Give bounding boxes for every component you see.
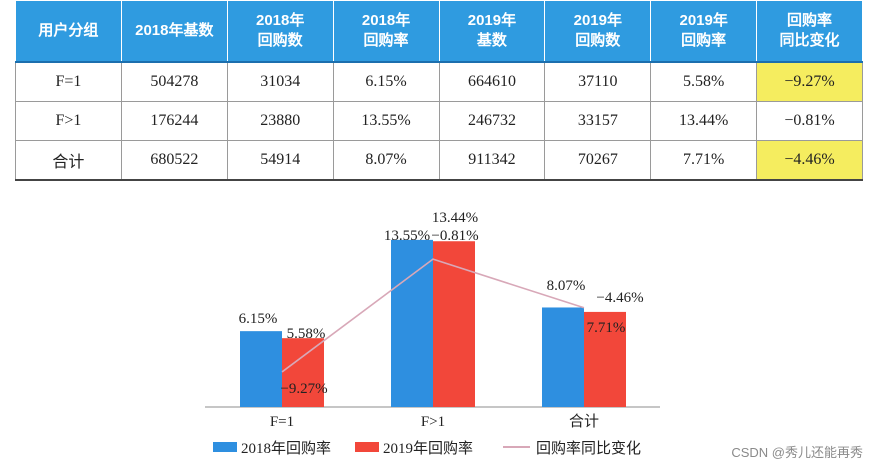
table-cell: 31034 <box>226 62 334 102</box>
legend-swatch-2019 <box>355 442 379 452</box>
table-cell: 8.07% <box>332 140 440 181</box>
table-cell: 13.44% <box>650 101 758 141</box>
table-row: F>1 176244 23880 13.55% 246732 33157 13.… <box>15 101 863 141</box>
table-cell: 176244 <box>120 101 228 141</box>
data-label-2018-2: 8.07% <box>547 278 586 294</box>
data-label-yoy-2: −4.46% <box>596 290 643 306</box>
x-tick-label-2: 合计 <box>569 413 599 430</box>
bar-2018-1 <box>391 239 433 407</box>
line-yoy-change <box>281 258 585 373</box>
table-cell: 246732 <box>438 101 546 141</box>
table-cell: 54914 <box>226 140 334 181</box>
table-cell: 6.15% <box>332 62 440 102</box>
data-label-yoy-0: −9.27% <box>280 381 327 397</box>
data-label-2019-1: 13.44% <box>432 210 478 226</box>
data-label-2018-1: 13.55% <box>384 228 430 244</box>
x-tick-label-1: F>1 <box>421 414 445 430</box>
header-cell-2018-repurchase-count: 2018年 回购数 <box>226 0 334 63</box>
table-cell: 23880 <box>226 101 334 141</box>
repurchase-table: 用户分组 2018年基数 2018年 回购数 2018年 回购率 2019年 基数 2… <box>15 0 863 181</box>
table-cell: 13.55% <box>332 101 440 141</box>
data-label-2019-0: 5.58% <box>287 326 326 342</box>
table-cell: 70267 <box>544 140 652 181</box>
legend-label-2018: 2018年回购率 <box>241 440 331 457</box>
table-cell-highlighted: −4.46% <box>756 140 863 181</box>
table-cell: 504278 <box>120 62 228 102</box>
table-cell: F>1 <box>15 101 122 141</box>
header-cell-2018-repurchase-rate: 2018年 回购率 <box>332 0 440 63</box>
table-cell: 664610 <box>438 62 546 102</box>
table-cell: −0.81% <box>756 101 863 141</box>
header-cell-group: 用户分组 <box>15 0 122 63</box>
table-cell: 680522 <box>120 140 228 181</box>
table-cell-highlighted: −9.27% <box>756 62 863 102</box>
table-row: F=1 504278 31034 6.15% 664610 37110 5.58… <box>15 62 863 102</box>
bar-2018-2 <box>542 307 584 407</box>
bar-2018-0 <box>240 331 282 407</box>
legend-label-yoy: 回购率同比变化 <box>536 440 641 457</box>
table-cell: 合计 <box>15 140 122 181</box>
header-cell-2019-repurchase-rate: 2019年 回购率 <box>650 0 758 63</box>
table-header-row: 用户分组 2018年基数 2018年 回购数 2018年 回购率 2019年 基数 2… <box>15 0 863 63</box>
header-cell-2019-base: 2019年 基数 <box>438 0 546 63</box>
data-label-yoy-1: −0.81% <box>431 228 478 244</box>
table-cell: 37110 <box>544 62 652 102</box>
data-label-2019-2: 7.71% <box>587 320 626 336</box>
x-tick-label-0: F=1 <box>270 414 294 430</box>
table-cell: 7.71% <box>650 140 758 181</box>
data-label-2018-0: 6.15% <box>239 311 278 327</box>
table-cell: 33157 <box>544 101 652 141</box>
legend-swatch-2018 <box>213 442 237 452</box>
repurchase-table-container: 用户分组 2018年基数 2018年 回购数 2018年 回购率 2019年 基数 2… <box>15 0 863 181</box>
header-cell-2019-repurchase-count: 2019年 回购数 <box>544 0 652 63</box>
bar-2019-1 <box>433 241 475 407</box>
legend-label-2019: 2019年回购率 <box>383 440 473 457</box>
header-cell-yoy-change: 回购率 同比变化 <box>756 0 863 63</box>
table-row: 合计 680522 54914 8.07% 911342 70267 7.71%… <box>15 140 863 181</box>
table-cell: 5.58% <box>650 62 758 102</box>
watermark: CSDN @秀儿还能再秀 <box>731 445 863 460</box>
bar-2019-0 <box>282 338 324 407</box>
table-cell: 911342 <box>438 140 546 181</box>
bar-2019-2 <box>584 311 626 407</box>
table-cell: F=1 <box>15 62 122 102</box>
